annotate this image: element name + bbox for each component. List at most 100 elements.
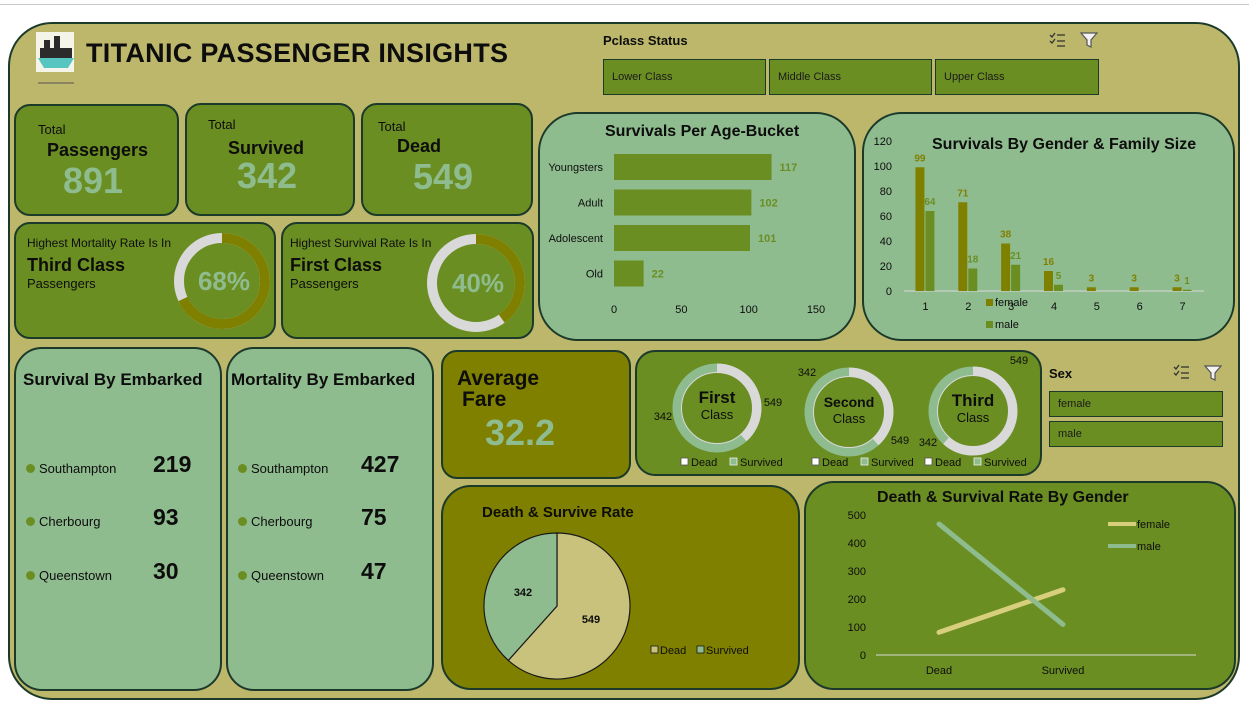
bar — [1129, 287, 1139, 291]
bullet-icon — [26, 517, 35, 526]
tick-label: 0 — [611, 304, 617, 316]
multiselect-icon[interactable] — [1172, 364, 1190, 380]
bar — [1054, 284, 1063, 291]
data-label: 549 — [891, 435, 909, 447]
filter-icon[interactable] — [1080, 31, 1098, 49]
kpi-label: Survived — [228, 138, 305, 158]
tick-label: 500 — [848, 510, 866, 522]
tick-label: 2 — [965, 301, 971, 313]
survival-card-line3: Passengers — [290, 276, 359, 291]
tick-label: Dead — [926, 665, 952, 677]
data-label: 16 — [1043, 257, 1055, 268]
filter-icon[interactable] — [1204, 364, 1222, 382]
legend-label: female — [995, 297, 1028, 309]
data-label: 99 — [914, 153, 926, 164]
legend-swatch-dead — [924, 457, 933, 466]
bullet-icon — [238, 517, 247, 526]
slicer-option-lower-class[interactable]: Lower Class — [603, 59, 766, 95]
legend-label: Survived — [706, 645, 749, 657]
tick-label: 50 — [675, 304, 687, 316]
kpi-small-label: Total — [208, 117, 236, 132]
slicer-option-male[interactable]: male — [1049, 421, 1223, 447]
legend-swatch — [696, 645, 705, 654]
data-label: 342 — [514, 587, 532, 599]
list-item-value: 30 — [153, 558, 179, 584]
data-label: 102 — [759, 198, 777, 210]
category-label: Youngsters — [548, 162, 603, 174]
list-item-label: Queenstown — [39, 568, 112, 583]
data-label: 64 — [924, 197, 936, 208]
tick-label: 0 — [886, 286, 892, 298]
donut-segment-dead — [928, 366, 1018, 456]
average-fare-card — [441, 350, 631, 479]
slicer-option-middle-class[interactable]: Middle Class — [769, 59, 932, 95]
legend-swatch-dead — [811, 457, 820, 466]
data-label: 5 — [1056, 271, 1062, 282]
legend-label: Survived — [740, 457, 783, 469]
slicer-option-female[interactable]: female — [1049, 391, 1223, 417]
bar — [1086, 287, 1096, 291]
mortality-embarked-title: Mortality By Embarked — [231, 370, 416, 389]
bar — [1172, 287, 1182, 291]
ring-fill — [427, 234, 525, 332]
legend-label: Survived — [871, 457, 914, 469]
total-passengers-card — [14, 104, 179, 216]
chart-title: Survivals Per Age-Bucket — [605, 123, 800, 140]
window-top-edge — [0, 4, 1249, 5]
survival-embarked-title: Survival By Embarked — [23, 370, 203, 389]
kpi-small-label: Total — [38, 122, 66, 137]
tick-label: 7 — [1180, 301, 1186, 313]
legend-label: female — [1137, 519, 1170, 531]
data-label: 342 — [654, 411, 672, 423]
legend-label: male — [1137, 541, 1161, 553]
legend-label: Survived — [984, 457, 1027, 469]
data-label: 549 — [1010, 355, 1028, 367]
kpi-label: Passengers — [47, 140, 149, 160]
bullet-icon — [238, 464, 247, 473]
data-label: 1 — [1184, 276, 1190, 287]
tick-label: 40 — [880, 236, 892, 248]
list-item-value: 93 — [153, 504, 179, 530]
mortality-card-line1: Highest Mortality Rate Is In — [27, 236, 172, 250]
total-survived-card — [185, 103, 355, 216]
list-item-value: 219 — [153, 451, 192, 477]
donut-center-label: Third — [952, 391, 995, 410]
series-line — [936, 587, 1066, 635]
donut-segment-dead — [804, 367, 894, 457]
legend-swatch-survived — [729, 457, 738, 466]
slicer-option-upper-class[interactable]: Upper Class — [935, 59, 1099, 95]
total-passengers-value: 891 — [63, 160, 124, 201]
donut-center-label: Second — [824, 394, 875, 410]
data-label: 71 — [957, 188, 969, 199]
legend-label: Dead — [660, 645, 686, 657]
data-label: 18 — [967, 255, 979, 266]
donut-center-label: Class — [701, 407, 734, 422]
legend-swatch — [986, 299, 993, 306]
bar — [614, 225, 751, 251]
list-item-label: Cherbourg — [251, 514, 313, 529]
category-label: Adolescent — [549, 233, 603, 245]
series-line — [936, 521, 1066, 627]
average-fare-line2: Fare — [462, 388, 507, 411]
list-item-label: Southampton — [39, 461, 117, 476]
survival-card-class: First Class — [290, 255, 383, 275]
data-label: 3 — [1131, 273, 1137, 284]
data-label: 342 — [798, 367, 816, 379]
tick-label: 1 — [922, 301, 928, 313]
data-label: 22 — [652, 269, 664, 281]
average-fare-line1: Average — [457, 367, 540, 390]
bullet-icon — [26, 571, 35, 580]
average-fare-value: 32.2 — [485, 412, 556, 453]
bar — [1001, 243, 1011, 291]
tick-label: Survived — [1042, 665, 1085, 677]
tick-label: 6 — [1137, 301, 1143, 313]
data-label: 101 — [758, 233, 776, 245]
bar — [614, 260, 644, 287]
tick-label: 400 — [848, 538, 866, 550]
tick-label: 100 — [739, 304, 757, 316]
list-item-label: Southampton — [251, 461, 329, 476]
mortality-ring: 68% — [174, 233, 270, 329]
tick-label: 0 — [860, 650, 866, 662]
tick-label: 120 — [874, 136, 892, 148]
multiselect-icon[interactable] — [1048, 32, 1066, 48]
